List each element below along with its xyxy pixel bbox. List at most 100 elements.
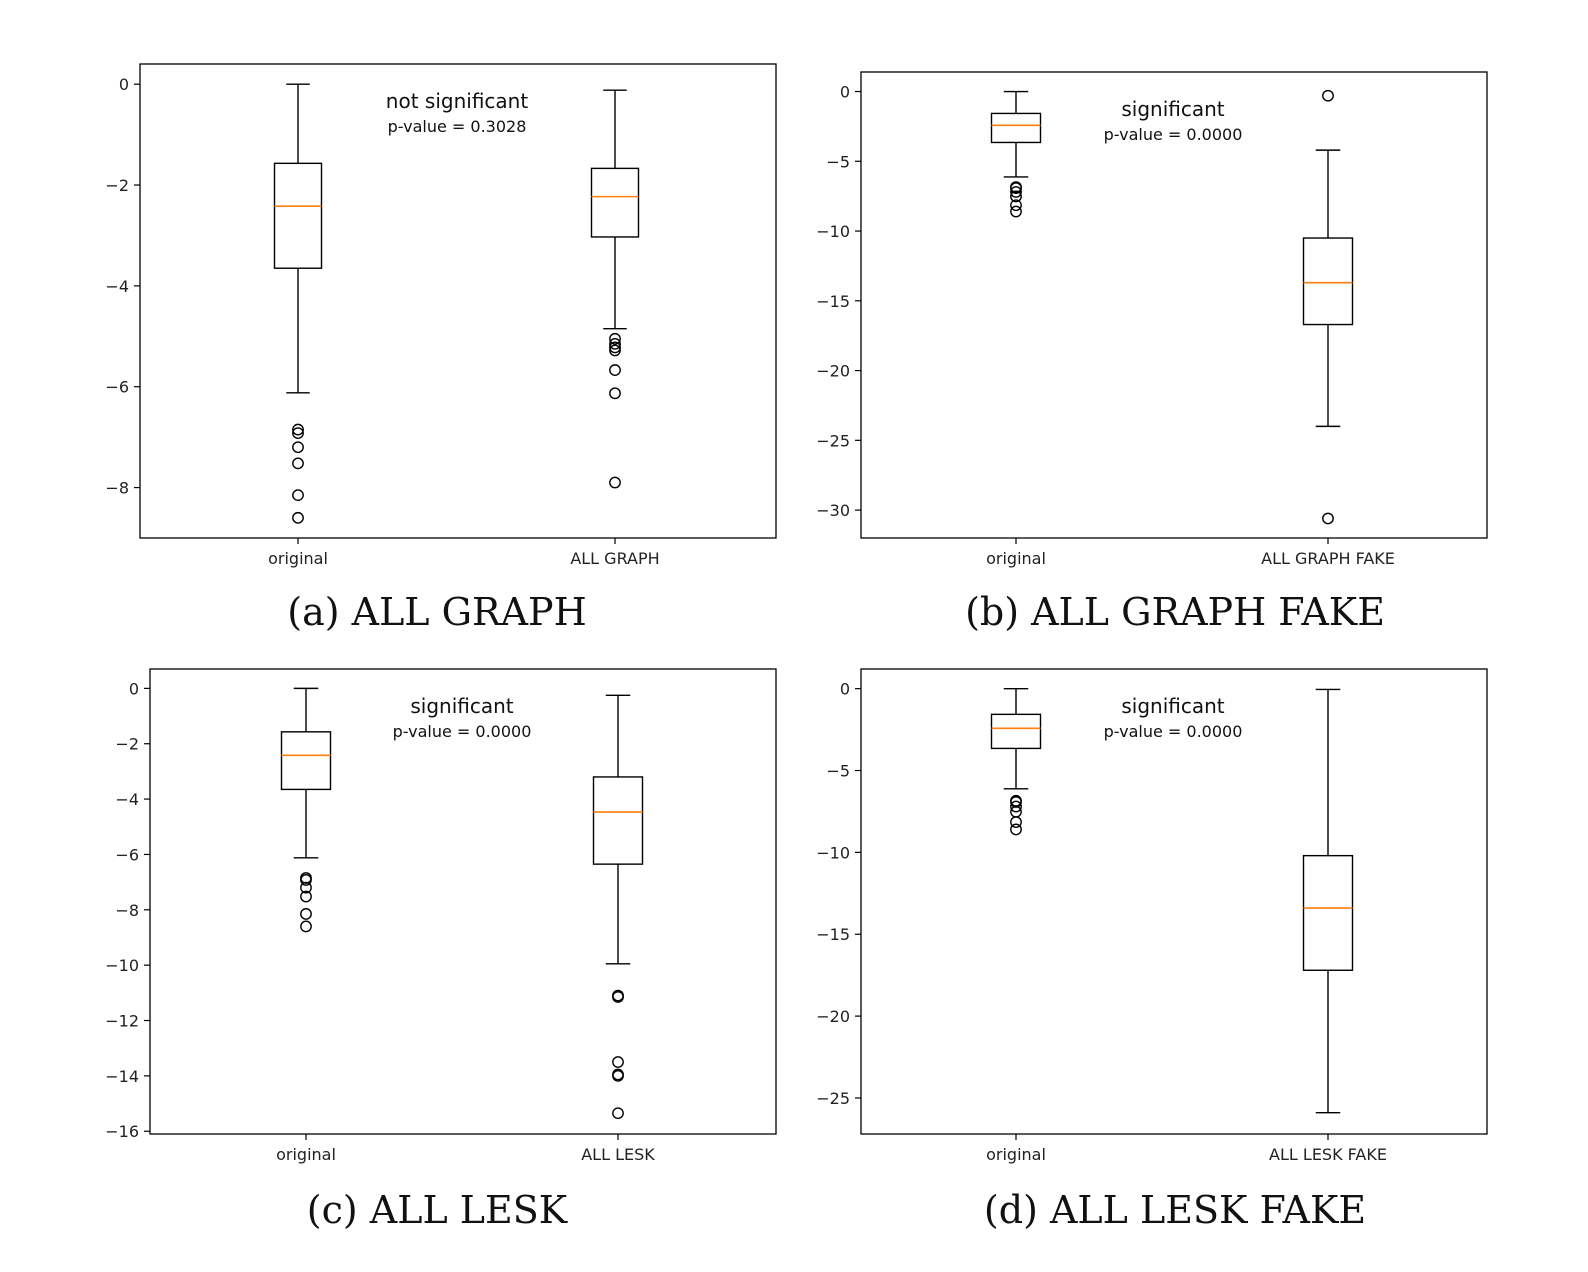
y-tick-label: −2 (105, 176, 129, 195)
y-tick-label: −5 (826, 152, 850, 171)
y-tick-label: −10 (105, 956, 139, 975)
y-tick-label: −6 (105, 378, 129, 397)
outlier-point (609, 344, 621, 357)
outlier-point (1010, 199, 1022, 212)
iqr-box (1302, 237, 1354, 326)
subplot-caption: (c) ALL LESK (307, 1188, 568, 1232)
p-value-label: p-value = 0.0000 (1104, 722, 1243, 741)
iqr-box (1302, 854, 1354, 971)
y-tick-label: −20 (816, 362, 850, 381)
x-tick-label: original (986, 549, 1046, 568)
outlier-point (300, 881, 312, 894)
y-tick-label: −15 (816, 292, 850, 311)
outlier-point (292, 423, 304, 436)
y-tick-label: −8 (115, 901, 139, 920)
y-tick-label: −8 (105, 479, 129, 498)
outlier-point (300, 890, 312, 903)
plot-frame (860, 71, 1488, 539)
outlier-point (1010, 816, 1022, 828)
significance-label: significant (410, 694, 513, 718)
plot-frame (860, 668, 1488, 1135)
iqr-box (592, 776, 644, 865)
subplot-3: 0 −2 −4 −6 −8 −10 −12 −14 −16 original ALL LESK sig… (105, 668, 777, 1232)
x-tick-label: ALL GRAPH (570, 549, 659, 568)
y-tick-label: −20 (816, 1007, 850, 1026)
y-tick-label: −30 (816, 501, 850, 520)
outlier-point (1322, 512, 1334, 525)
box-original (990, 687, 1042, 836)
outlier-point (300, 874, 312, 886)
outlier-point (609, 337, 621, 350)
x-tick-label: ALL LESK (581, 1145, 655, 1164)
outlier-point (609, 332, 621, 345)
y-tick-label: −25 (816, 431, 850, 450)
box-original (273, 83, 323, 524)
y-tick-label: −10 (816, 222, 850, 241)
x-tick-label: original (268, 549, 328, 568)
outlier-point (1010, 186, 1022, 198)
y-tick-label: −25 (816, 1089, 850, 1108)
outlier-point (292, 427, 304, 440)
box-all-graph-fake (1302, 89, 1354, 525)
box-all-graph (590, 89, 640, 489)
significance-label: not significant (386, 89, 529, 113)
outlier-point (612, 1069, 624, 1082)
x-tick-label: original (276, 1145, 336, 1164)
y-tick-label: −4 (115, 790, 139, 809)
outlier-point (292, 511, 304, 524)
box-all-lesk-fake (1302, 688, 1354, 1114)
y-tick-label: −4 (105, 277, 129, 296)
outlier-point (1322, 89, 1334, 102)
p-value-label: p-value = 0.0000 (1104, 125, 1243, 144)
outlier-point (1010, 800, 1022, 813)
y-tick-label: −10 (816, 843, 850, 862)
iqr-box (990, 713, 1042, 750)
p-value-label: p-value = 0.3028 (388, 117, 527, 136)
subplot-2: 0 −5 −10 −15 −20 −25 −30 original ALL GRAPH FAKE… (816, 71, 1488, 634)
y-tick-label: −6 (115, 845, 139, 864)
p-value-label: p-value = 0.0000 (393, 722, 532, 741)
x-tick-label: original (986, 1145, 1046, 1164)
y-tick-label: 0 (840, 83, 850, 102)
y-tick-label: −12 (105, 1012, 139, 1031)
outlier-point (609, 364, 621, 376)
subplot-caption: (b) ALL GRAPH FAKE (965, 590, 1385, 634)
y-tick-label: 0 (840, 680, 850, 699)
y-tick-label: −14 (105, 1067, 139, 1086)
outlier-point (612, 991, 624, 1003)
subplot-caption: (a) ALL GRAPH (287, 590, 587, 634)
box-all-lesk (592, 694, 644, 1120)
outlier-point (612, 1107, 624, 1120)
significance-label: significant (1121, 97, 1224, 121)
x-tick-label: ALL GRAPH FAKE (1261, 549, 1395, 568)
subplot-caption: (d) ALL LESK FAKE (984, 1188, 1366, 1232)
subplot-4: 0 −5 −10 −15 −20 −25 original ALL LESK FAKE sign… (816, 668, 1488, 1232)
outlier-point (300, 920, 312, 933)
outlier-point (609, 476, 621, 489)
iqr-box (280, 731, 332, 791)
outlier-point (292, 457, 304, 470)
subplot-1: 0 −2 −4 −6 −8 original ALL GRAPH not significan… (105, 63, 777, 634)
outlier-point (1010, 190, 1022, 203)
y-tick-label: −15 (816, 925, 850, 944)
iqr-box (590, 167, 640, 238)
outlier-point (1010, 182, 1022, 194)
outlier-point (292, 441, 304, 454)
plot-frame (139, 63, 777, 539)
outlier-point (292, 489, 304, 502)
box-original (280, 687, 332, 933)
iqr-box (990, 112, 1042, 144)
y-tick-label: −2 (115, 735, 139, 754)
x-tick-label: ALL LESK FAKE (1269, 1145, 1387, 1164)
y-tick-label: −5 (826, 762, 850, 781)
outlier-point (609, 387, 621, 400)
y-tick-label: 0 (119, 75, 129, 94)
y-tick-label: −16 (105, 1122, 139, 1141)
outlier-point (300, 908, 312, 920)
iqr-box (273, 162, 323, 269)
outlier-point (609, 341, 621, 354)
outlier-point (1010, 205, 1022, 218)
outlier-point (612, 1056, 624, 1068)
box-original (990, 90, 1042, 218)
